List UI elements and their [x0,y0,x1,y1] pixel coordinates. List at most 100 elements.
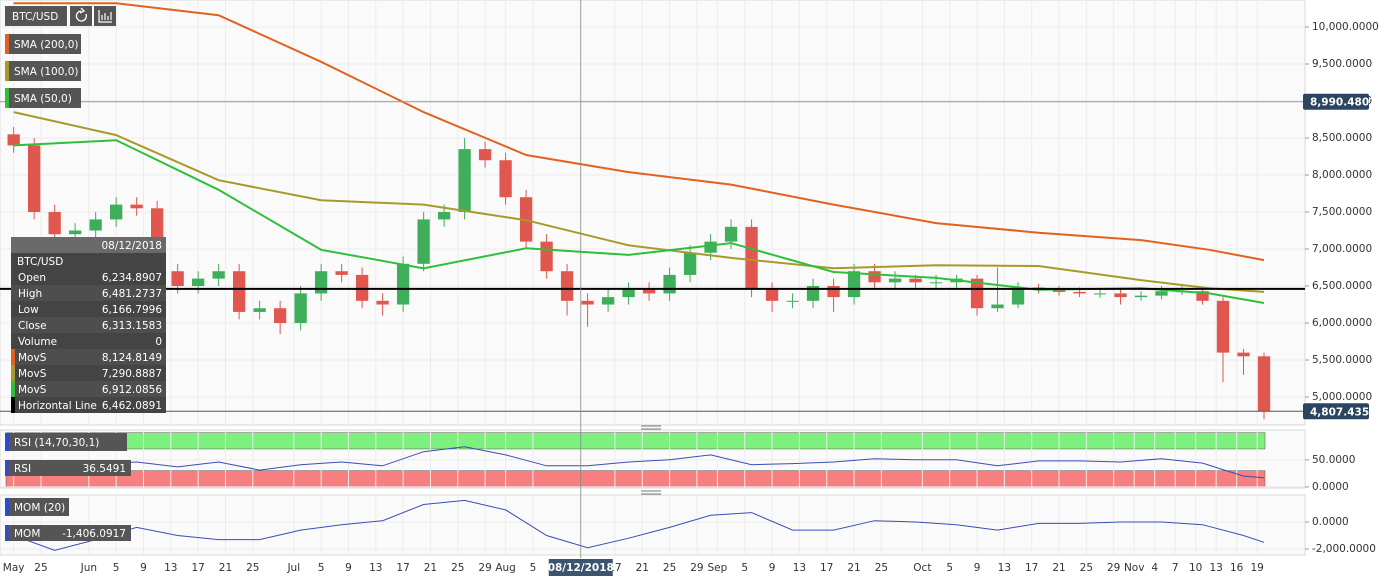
info-row-swatch [11,397,15,413]
price-label-box [1303,93,1369,110]
info-row-bg [11,349,166,365]
band [5,470,1266,488]
candle-body [48,212,61,235]
x-tick-label: Oct [913,562,931,574]
candle-body [683,252,697,275]
x-tick-label: 9 [345,562,352,574]
candle-body [724,226,738,242]
x-tick-label: May [3,562,25,574]
readout-swatch [5,525,9,541]
candle-body [909,278,922,283]
y-tick-label: 9,500.0000 [1312,58,1372,70]
candle-body [1257,356,1271,412]
info-row-label: High [18,288,42,300]
x-tick-label: 13 [369,562,382,574]
candle-body [110,204,123,220]
indicator-line [13,111,1265,293]
candle-body [69,230,82,235]
legend-box[interactable] [5,34,81,54]
candle-body [1196,291,1209,301]
candle-body [273,308,287,324]
legend-box[interactable] [5,88,81,108]
info-row-bg [11,285,166,301]
candle-body [28,145,41,213]
legend-label: SMA (50,0) [14,93,72,105]
x-tick-label: 21 [1052,562,1065,574]
settings-icon [98,10,112,23]
x-tick-label: 17 [191,562,204,574]
info-row-bg [11,397,166,413]
x-tick-label: 17 [396,562,409,574]
x-tick-label: 13 [1209,562,1222,574]
candle-body [704,241,717,253]
y-tick-label: 0.0000 [1312,516,1349,528]
candle-body [191,278,205,287]
x-tick-label: 5 [318,562,325,574]
x-tick-label: 21 [424,562,437,574]
candle-body [335,271,348,275]
y-tick-label: 5,000.0000 [1312,391,1372,403]
candle-body [1011,287,1025,305]
y-tick-label: 7,000.0000 [1312,243,1372,255]
x-tick-label: 7 [1172,562,1179,574]
candle-body [1155,291,1168,296]
candle-body [888,278,902,283]
x-tick-label: 4 [1151,562,1158,574]
x-tick-label: 5 [530,562,537,574]
x-tick-label: 25 [451,562,464,574]
legend-swatch [5,61,9,81]
candle-body [171,271,184,287]
cursor-label: 08/12/2018 [548,562,614,574]
candle-body [1237,352,1250,357]
info-row-swatch [11,381,15,397]
candle-body [745,226,758,290]
candle-body [786,300,799,302]
legend-swatch [5,88,9,108]
x-tick-label: 29 [478,562,491,574]
pane-background [0,494,1306,556]
info-date: 08/12/2018 [101,240,162,252]
candle-body [212,271,225,279]
x-tick-label: 13 [998,562,1011,574]
info-row-label: MovS [18,352,47,364]
legend-box[interactable] [5,61,81,81]
x-tick-label: 9 [974,562,981,574]
indicator-title: RSI (14,70,30,1) [14,437,99,449]
x-tick-label: 10 [1189,562,1202,574]
x-tick-label: 29 [1107,562,1120,574]
info-row-bg [11,301,166,317]
candle-body [437,212,451,220]
x-tick-label: 13 [793,562,806,574]
x-tick-label: 16 [1230,562,1244,574]
y-tick-label: 10,000.0000 [1312,21,1379,33]
candle-body [7,134,20,146]
candle-body [868,271,881,283]
info-row-value: 6,462.0891 [102,400,162,412]
x-tick-label: 17 [820,562,833,574]
x-tick-label: 9 [140,562,147,574]
candle-body [417,219,430,264]
info-row-swatch [11,349,15,365]
candle-body [314,271,328,294]
info-row-bg [11,365,166,381]
candle-body [396,263,410,305]
info-header [11,237,166,253]
candle-body [663,274,676,294]
x-tick-label: 13 [164,562,177,574]
refresh-button[interactable] [70,6,92,26]
info-row-label: Volume [18,336,57,348]
readout-box [5,460,131,476]
x-tick-label: 29 [690,562,703,574]
y-tick-label: 0.0000 [1312,481,1349,493]
y-tick-label: 6,000.0000 [1312,317,1372,329]
x-tick-label: Jun [80,562,97,574]
info-row-label: Close [18,320,47,332]
info-row-value: 7,290.8887 [102,368,162,380]
x-tick-label: Nov [1124,562,1145,574]
x-tick-label: 5 [946,562,953,574]
info-row-swatch [11,365,15,381]
x-tick-label: 21 [219,562,232,574]
x-tick-label: Sep [708,562,728,574]
readout-name: MOM [14,528,40,540]
